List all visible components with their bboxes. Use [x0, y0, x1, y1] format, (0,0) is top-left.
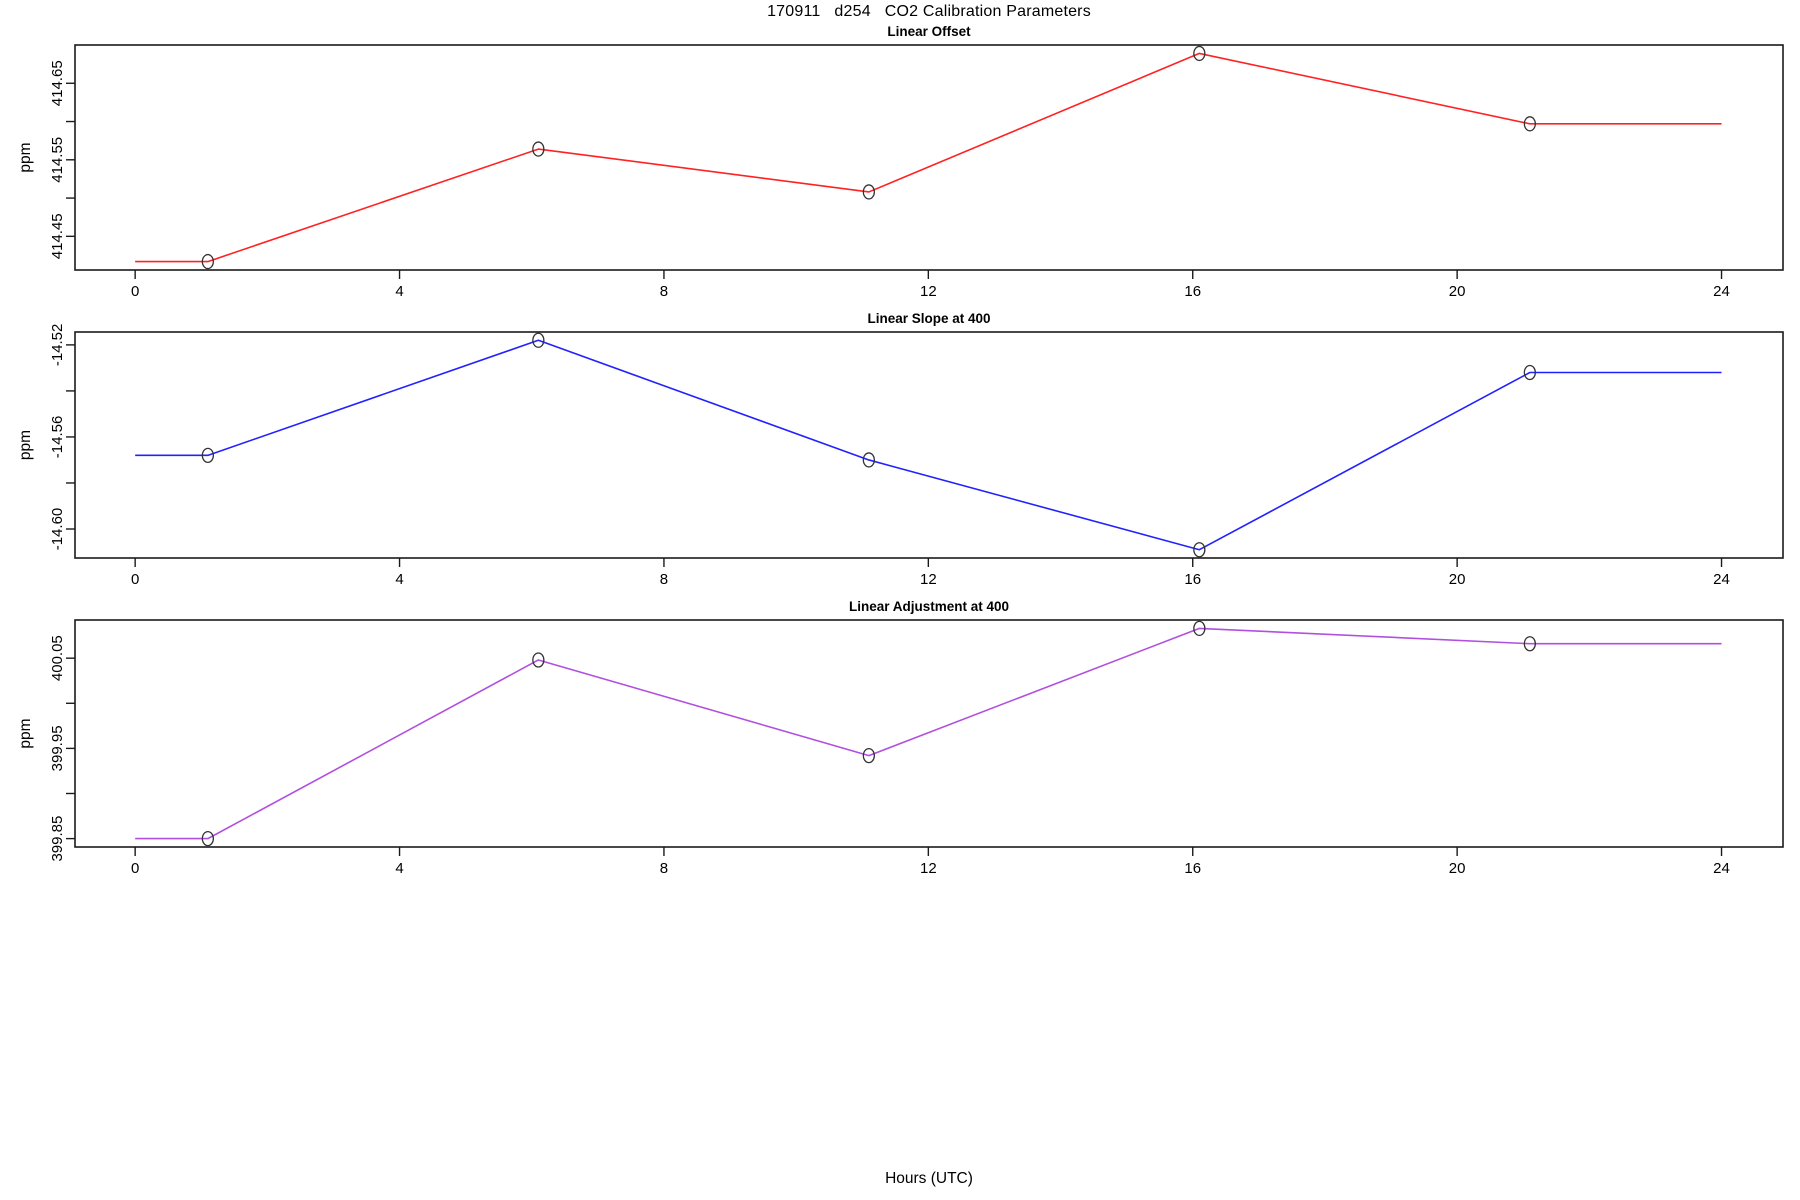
svg-text:8: 8 — [660, 571, 668, 588]
svg-text:16: 16 — [1184, 571, 1201, 588]
svg-text:414.45: 414.45 — [49, 213, 66, 259]
linear-offset-plot: 0 4 8 12 16 20 24 414.45 414.55 414.65 ppm — [17, 44, 1784, 300]
svg-text:8: 8 — [660, 860, 668, 877]
svg-text:0: 0 — [131, 860, 139, 877]
panel-title-linear-slope: Linear Slope at 400 — [867, 311, 991, 326]
svg-text:-14.60: -14.60 — [49, 508, 66, 551]
svg-text:20: 20 — [1449, 283, 1466, 300]
svg-text:414.65: 414.65 — [49, 60, 66, 106]
svg-text:0: 0 — [131, 283, 139, 300]
svg-text:12: 12 — [920, 571, 937, 588]
svg-text:12: 12 — [920, 860, 937, 877]
linear-slope-plot: 0 4 8 12 16 20 24 -14.60 -14.56 -14.52 ppm — [17, 324, 1784, 588]
svg-text:24: 24 — [1713, 283, 1730, 300]
svg-text:0: 0 — [131, 571, 139, 588]
svg-text:24: 24 — [1713, 860, 1730, 877]
figure-title: 170911 d254 CO2 Calibration Parameters — [767, 3, 1091, 20]
svg-text:24: 24 — [1713, 571, 1730, 588]
svg-text:414.55: 414.55 — [49, 137, 66, 183]
svg-text:-14.56: -14.56 — [49, 416, 66, 459]
linear-adjustment-plot: 0 4 8 12 16 20 24 399.85 399.95 400.05 ppm — [17, 619, 1784, 877]
x-axis-label: Hours (UTC) — [885, 1170, 973, 1187]
svg-text:400.05: 400.05 — [49, 635, 66, 681]
panel-title-linear-adjustment: Linear Adjustment at 400 — [848, 599, 1010, 614]
svg-text:20: 20 — [1449, 860, 1466, 877]
svg-text:4: 4 — [395, 283, 403, 300]
svg-text:-14.52: -14.52 — [49, 324, 66, 367]
svg-text:ppm: ppm — [17, 142, 34, 172]
svg-text:16: 16 — [1184, 860, 1201, 877]
svg-text:12: 12 — [920, 283, 937, 300]
svg-text:399.85: 399.85 — [49, 816, 66, 862]
panel-title-linear-offset: Linear Offset — [887, 24, 971, 39]
svg-text:399.95: 399.95 — [49, 725, 66, 771]
svg-text:8: 8 — [660, 283, 668, 300]
svg-text:4: 4 — [395, 571, 403, 588]
svg-text:ppm: ppm — [17, 718, 34, 748]
svg-text:4: 4 — [395, 860, 403, 877]
svg-text:20: 20 — [1449, 571, 1466, 588]
svg-text:16: 16 — [1184, 283, 1201, 300]
svg-text:ppm: ppm — [17, 430, 34, 460]
